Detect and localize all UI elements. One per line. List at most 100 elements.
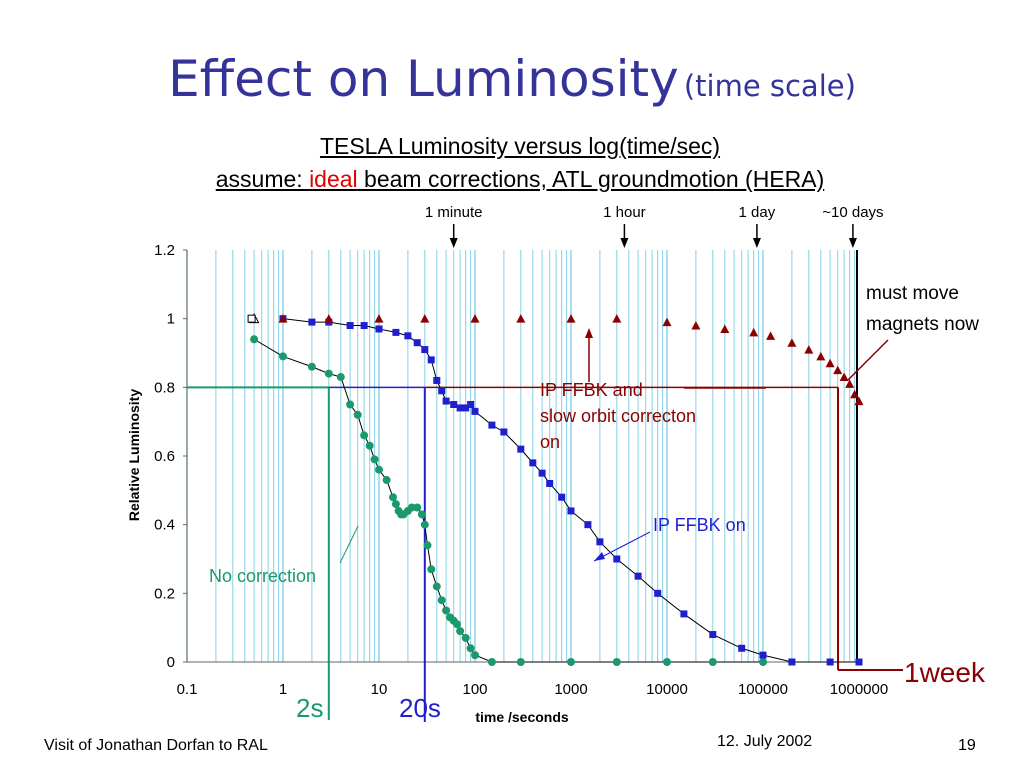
data-point-ip-ffbk <box>500 428 508 436</box>
data-point-ip-ffbk-orbit <box>691 321 701 330</box>
x-tick-label: 10000 <box>646 681 688 698</box>
data-point-ip-ffbk-orbit <box>850 389 860 399</box>
data-point-no-correction <box>708 658 717 666</box>
data-point-ip-ffbk-orbit <box>420 314 430 323</box>
data-point-ip-ffbk <box>450 401 458 408</box>
data-point-ip-ffbk <box>471 407 479 415</box>
data-point-ip-ffbk <box>613 555 621 563</box>
data-point-ip-ffbk <box>456 404 464 412</box>
arrow-no-correction <box>339 525 359 564</box>
data-point-ip-ffbk-orbit <box>804 345 814 354</box>
label-ip-ffbk-orbit-line: IP FFBK and <box>540 380 643 400</box>
label-2s: 2s <box>296 693 323 723</box>
x-tick-label: 0.1 <box>177 681 198 698</box>
data-point-ip-ffbk <box>375 325 383 333</box>
grid-layer <box>186 250 856 662</box>
data-point-ip-ffbk <box>467 401 475 408</box>
y-tick-label: 0.6 <box>154 448 175 465</box>
data-point-ip-ffbk-orbit <box>662 317 672 327</box>
data-point-no-correction <box>420 520 429 529</box>
data-point-ip-ffbk-orbit <box>278 314 288 323</box>
footer-page: 19 <box>958 737 976 754</box>
annotation-layer: No correction IP FFBK on IP FFBK and slow o… <box>209 283 986 723</box>
slide-title: Effect on Luminosity (time scale) <box>0 50 1024 108</box>
data-point-no-correction <box>413 503 422 512</box>
arrow-must-move <box>847 339 889 381</box>
data-point-ip-ffbk <box>433 376 441 384</box>
data-point-ip-ffbk <box>826 658 834 666</box>
data-point-ip-ffbk <box>404 332 412 340</box>
data-point-ip-ffbk <box>538 469 546 477</box>
data-point-no-correction <box>663 658 671 666</box>
data-point-ip-ffbk-orbit <box>374 314 384 323</box>
data-point-no-correction <box>437 596 446 605</box>
data-point-no-correction <box>432 582 441 591</box>
x-axis-label: time /seconds <box>475 709 569 725</box>
data-point-no-correction <box>391 500 400 509</box>
label-must-move-line: magnets now <box>866 314 979 335</box>
data-point-no-correction <box>423 541 432 550</box>
data-point-no-correction <box>516 658 525 666</box>
data-point-no-correction <box>382 476 391 485</box>
data-point-no-correction <box>324 369 333 378</box>
axis-layer: 0 0.2 0.4 0.6 0.8 1 1.2 0.1 1 10 100 1000 10000 10000… <box>126 204 888 725</box>
data-point-no-correction <box>567 658 575 666</box>
data-point-no-correction <box>427 565 436 574</box>
x-tick-label: 1 <box>279 681 287 698</box>
data-point-ip-ffbk-orbit <box>833 365 843 375</box>
label-ip-ffbk-on: IP FFBK on <box>653 515 746 535</box>
data-point-ip-ffbk <box>427 356 435 364</box>
subtitle-ideal: ideal <box>309 166 358 192</box>
label-must-move-line: must move <box>866 283 959 304</box>
y-tick-label: 0.8 <box>154 379 175 396</box>
label-ip-ffbk-orbit-line: on <box>540 432 560 452</box>
time-marker-label: 1 hour <box>603 204 646 221</box>
data-point-ip-ffbk-orbit <box>720 324 730 333</box>
data-point-no-correction <box>346 400 355 409</box>
data-point-no-correction <box>612 658 621 666</box>
time-marker-label: 1 minute <box>425 204 483 221</box>
data-point-ip-ffbk-orbit <box>854 396 864 406</box>
y-axis-label: Relative Luminosity <box>126 389 142 521</box>
x-tick-label: 1000 <box>554 681 587 698</box>
data-point-no-correction <box>353 410 362 419</box>
data-point-ip-ffbk <box>596 538 604 546</box>
y-tick-label: 1 <box>167 311 175 328</box>
data-point-ip-ffbk <box>346 322 354 330</box>
data-point-ip-ffbk-orbit <box>825 358 835 368</box>
data-point-no-correction <box>279 352 287 361</box>
y-tick-label: 0.2 <box>154 585 175 602</box>
chart-subtitle-line1: TESLA Luminosity versus log(time/sec) <box>0 133 1024 160</box>
subtitle-rest: beam corrections, ATL groundmotion (HERA… <box>357 166 825 192</box>
x-tick-label: 1000000 <box>830 681 888 698</box>
start-marker-square <box>247 314 256 323</box>
data-point-ip-ffbk <box>529 459 537 467</box>
x-tick-label: 10 <box>371 681 388 698</box>
data-point-ip-ffbk <box>413 339 421 347</box>
data-point-no-correction <box>389 493 398 502</box>
time-marker-arrowhead <box>848 238 857 248</box>
data-point-ip-ffbk-orbit <box>470 314 480 323</box>
arrowhead-ip-ffbk-orbit <box>585 328 593 338</box>
title-main: Effect on Luminosity <box>168 50 679 108</box>
y-tick-label: 0.4 <box>154 517 175 534</box>
time-marker-arrowhead <box>752 238 761 248</box>
label-ip-ffbk-orbit-line: slow orbit correcton <box>540 406 696 426</box>
data-point-ip-ffbk <box>680 610 688 618</box>
data-point-no-correction <box>453 620 462 629</box>
data-point-no-correction <box>461 633 470 642</box>
data-point-ip-ffbk <box>488 421 496 429</box>
label-1week: 1week <box>904 657 986 688</box>
data-point-ip-ffbk <box>709 631 717 639</box>
data-point-no-correction <box>466 644 475 653</box>
data-point-ip-ffbk-orbit <box>516 314 526 323</box>
data-point-ip-ffbk-orbit <box>816 351 826 361</box>
data-point-ip-ffbk <box>855 658 863 666</box>
data-point-no-correction <box>360 431 369 440</box>
data-point-no-correction <box>250 335 259 344</box>
data-point-ip-ffbk <box>360 322 368 330</box>
x-tick-label: 100000 <box>738 681 788 698</box>
data-point-ip-ffbk <box>788 658 796 666</box>
data-point-ip-ffbk-orbit <box>787 338 797 347</box>
